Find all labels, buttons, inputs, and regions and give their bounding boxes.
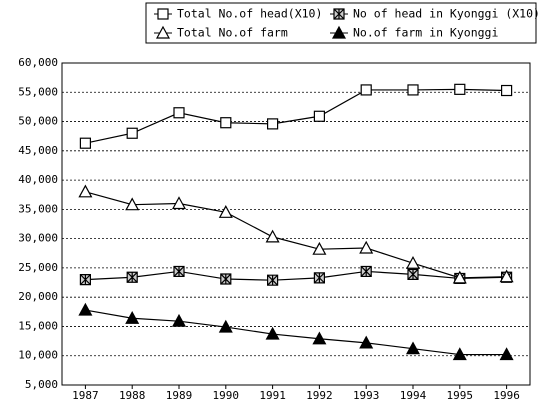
series-line [85, 270, 507, 281]
x-tick-label: 1991 [259, 389, 286, 402]
x-tick-label: 1996 [493, 389, 520, 402]
legend-label: Total No.of head(X10) [177, 7, 322, 21]
legend-label: No.of farm in Kyonggi [353, 26, 498, 40]
marker [360, 265, 372, 278]
marker [173, 265, 185, 278]
marker [360, 84, 372, 96]
x-tick-label: 1995 [447, 389, 474, 402]
series-line [85, 309, 507, 356]
marker [78, 302, 93, 316]
y-tick-label: 30,000 [18, 232, 58, 245]
marker [125, 197, 140, 211]
marker [452, 347, 467, 361]
marker [220, 273, 232, 285]
legend-marker [333, 8, 345, 20]
legend-marker [157, 8, 169, 20]
x-tick-label: 1992 [306, 389, 333, 402]
marker [359, 240, 374, 254]
marker [501, 84, 513, 97]
y-tick-label: 50,000 [18, 115, 58, 128]
y-tick-label: 25,000 [18, 261, 58, 274]
y-tick-label: 20,000 [18, 290, 58, 303]
marker [267, 118, 279, 130]
marker [499, 347, 514, 361]
marker [220, 117, 232, 129]
marker [171, 196, 187, 210]
y-tick-label: 55,000 [18, 85, 58, 98]
legend-label: No of head in Kyonggi (X10) [353, 7, 540, 21]
y-tick-label: 40,000 [18, 173, 58, 186]
marker [78, 184, 93, 198]
marker [405, 255, 421, 269]
marker [407, 84, 419, 96]
marker [312, 241, 327, 255]
y-tick-label: 5,000 [25, 378, 58, 391]
marker [267, 274, 279, 286]
x-tick-label: 1990 [213, 389, 240, 402]
marker [218, 205, 233, 218]
marker [454, 83, 466, 95]
marker [126, 127, 138, 139]
x-tick-label: 1994 [400, 389, 427, 402]
marker [407, 268, 419, 280]
marker [125, 311, 140, 324]
legend-box [145, 2, 537, 44]
marker [126, 271, 138, 283]
legend-marker [155, 25, 171, 39]
y-tick-label: 45,000 [18, 144, 58, 157]
marker [313, 110, 325, 122]
marker [79, 137, 92, 149]
series-line [85, 88, 507, 144]
x-tick-label: 1987 [72, 389, 99, 402]
x-tick-label: 1988 [119, 389, 146, 402]
legend-marker [331, 25, 347, 39]
marker [265, 229, 280, 243]
marker [499, 269, 514, 283]
marker [79, 274, 91, 286]
x-tick-label: 1989 [166, 389, 193, 402]
marker [171, 313, 187, 327]
marker [405, 341, 421, 355]
marker [312, 331, 327, 345]
legend: Total No.of head(X10) No of head in Kyong… [154, 7, 540, 40]
marker [313, 272, 325, 284]
marker [218, 319, 233, 333]
y-tick-label: 35,000 [18, 202, 58, 215]
marker [452, 270, 467, 284]
marker [173, 107, 185, 119]
y-tick-label: 10,000 [18, 349, 58, 362]
marker [265, 326, 280, 340]
legend-label: Total No.of farm [177, 26, 288, 40]
y-tick-label: 60,000 [18, 56, 58, 69]
y-tick-label: 15,000 [18, 319, 58, 332]
x-tick-label: 1993 [353, 389, 380, 402]
marker [359, 335, 374, 349]
series-line [85, 191, 507, 279]
